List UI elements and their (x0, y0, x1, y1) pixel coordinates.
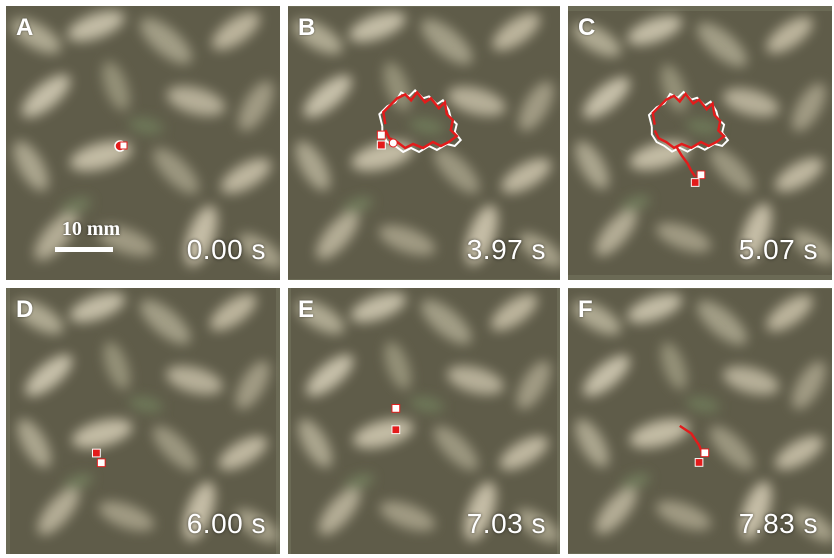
scale-bar: 10 mm (46, 218, 136, 252)
end-marker (119, 141, 128, 150)
start-marker (92, 448, 101, 458)
timestamp: 0.00 s (186, 234, 266, 265)
start-marker (376, 130, 386, 140)
end-marker (376, 140, 386, 150)
timestamp: 7.03 s (466, 508, 546, 539)
trajectory-overlay (679, 424, 710, 467)
trajectory-overlay (376, 89, 462, 154)
trajectory-overlay (92, 448, 106, 468)
timestamp: 7.83 s (738, 508, 818, 539)
panel-label: A (16, 14, 34, 41)
panel-e: E 7.03 s (288, 288, 560, 554)
panel-a: A 10 mm 0.00 s (6, 6, 280, 280)
start-marker (391, 404, 401, 413)
trajectory-overlay (391, 404, 401, 435)
panel-d: D 6.00 s (6, 288, 280, 554)
panel-label: B (298, 14, 316, 41)
timestamp: 3.97 s (466, 234, 546, 265)
scale-bar-line (55, 247, 113, 252)
panel-b: B 3.97 s (288, 6, 560, 280)
trajectory-overlay (114, 140, 128, 152)
timestamp: 6.00 s (186, 508, 266, 539)
panel-label: F (578, 296, 593, 323)
current-marker (388, 138, 398, 148)
trajectory-overlay (647, 90, 730, 187)
timestamp: 5.07 s (738, 234, 818, 265)
end-marker (96, 458, 106, 468)
scale-bar-label: 10 mm (61, 218, 121, 240)
panel-c: C 5.07 s (568, 6, 832, 280)
end-marker (690, 178, 700, 187)
panel-label: D (16, 296, 34, 323)
start-marker (696, 170, 706, 180)
panel-f: F 7.83 s (568, 288, 832, 554)
panel-label: E (298, 296, 315, 323)
end-marker (391, 425, 401, 435)
panel-label: C (578, 14, 596, 41)
end-marker (694, 458, 704, 467)
start-marker (700, 448, 710, 458)
